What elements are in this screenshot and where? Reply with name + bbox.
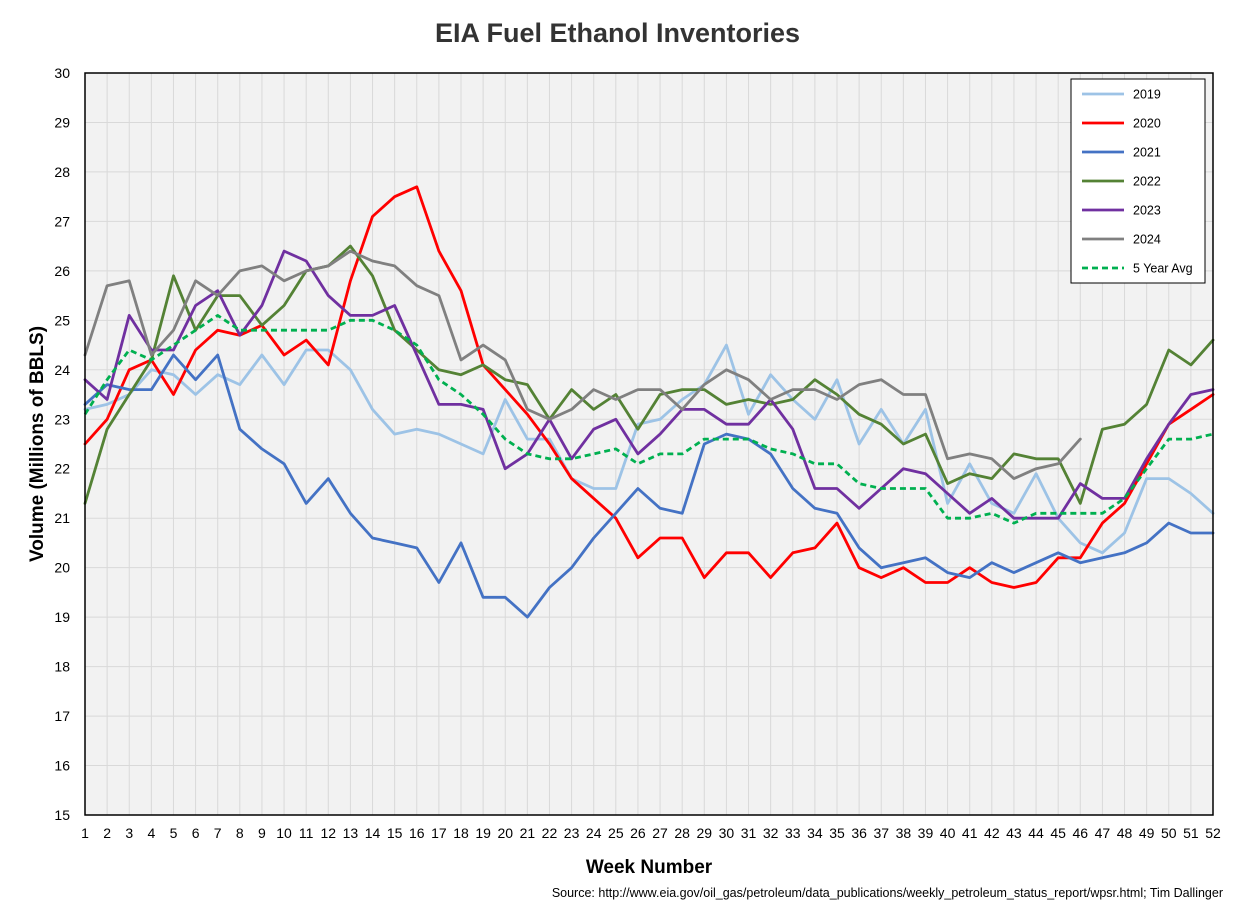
x-tick-label: 46 (1073, 825, 1089, 841)
series-line-6 (83, 314, 1214, 525)
y-tick-label: 25 (54, 312, 70, 328)
x-tick-label: 1 (81, 825, 89, 841)
x-tick-label: 14 (365, 825, 381, 841)
x-axis-title: Week Number (586, 857, 713, 878)
x-tick-label: 11 (299, 825, 314, 841)
x-tick-label: 10 (276, 825, 292, 841)
series-line-5 (83, 249, 1082, 480)
y-tick-label: 30 (54, 65, 70, 81)
legend-label-6: 5 Year Avg (1133, 262, 1193, 276)
y-tick-label: 20 (54, 560, 70, 576)
legend: 2019 2020 2021 2022 2023 2024 5 Year Avg (1070, 78, 1206, 284)
x-tick-label: 19 (475, 825, 491, 841)
legend-label-2: 2021 (1133, 146, 1161, 160)
y-tick-label: 27 (54, 213, 70, 229)
y-tick-label: 16 (54, 758, 70, 774)
x-tick-label: 4 (147, 825, 155, 841)
x-tick-label: 25 (608, 825, 624, 841)
x-tick-label: 36 (851, 825, 867, 841)
x-tick-label: 40 (940, 825, 956, 841)
x-axis-ticks: 1 2 3 4 5 6 7 8 9 10 11 12 13 14 15 16 17 18 19 20 21 22 23 24 2… (81, 825, 1221, 841)
x-tick-label: 24 (586, 825, 602, 841)
x-tick-label: 15 (387, 825, 403, 841)
y-tick-label: 17 (54, 708, 70, 724)
grid (85, 72, 1213, 816)
x-tick-label: 5 (170, 825, 178, 841)
x-tick-label: 17 (431, 825, 447, 841)
legend-label-4: 2023 (1133, 204, 1161, 218)
legend-label-1: 2020 (1133, 117, 1161, 131)
x-tick-label: 6 (192, 825, 200, 841)
plot-border (84, 72, 1214, 816)
x-tick-label: 45 (1050, 825, 1066, 841)
y-tick-label: 24 (54, 362, 70, 378)
legend-label-0: 2019 (1133, 88, 1161, 102)
x-tick-label: 21 (520, 825, 536, 841)
series-lines (83, 185, 1215, 619)
y-tick-label: 29 (54, 114, 70, 130)
x-tick-label: 50 (1161, 825, 1177, 841)
y-axis-ticks: 15 16 17 18 19 20 21 22 23 24 25 26 27 28 29 30 (54, 65, 70, 823)
x-tick-label: 44 (1028, 825, 1044, 841)
x-tick-label: 47 (1095, 825, 1111, 841)
x-tick-label: 51 (1183, 825, 1199, 841)
y-tick-label: 23 (54, 411, 70, 427)
x-tick-label: 3 (125, 825, 133, 841)
series-line-3 (83, 244, 1215, 505)
x-tick-label: 20 (497, 825, 513, 841)
x-tick-label: 39 (918, 825, 934, 841)
x-tick-label: 43 (1006, 825, 1022, 841)
y-tick-label: 22 (54, 461, 70, 477)
x-tick-label: 32 (763, 825, 779, 841)
x-tick-label: 9 (258, 825, 266, 841)
x-tick-label: 42 (984, 825, 1000, 841)
x-tick-label: 13 (343, 825, 359, 841)
chart-title: EIA Fuel Ethanol Inventories (434, 18, 801, 48)
x-tick-label: 37 (873, 825, 889, 841)
x-tick-label: 38 (896, 825, 912, 841)
source-note: Source: http://www.eia.gov/oil_gas/petro… (551, 886, 1223, 900)
y-tick-label: 26 (54, 263, 70, 279)
x-tick-label: 18 (453, 825, 469, 841)
x-tick-label: 26 (630, 825, 646, 841)
x-tick-label: 28 (674, 825, 690, 841)
x-tick-label: 2 (103, 825, 111, 841)
x-tick-label: 52 (1205, 825, 1221, 841)
y-tick-label: 19 (54, 609, 70, 625)
x-tick-label: 41 (962, 825, 978, 841)
legend-label-5: 2024 (1133, 233, 1161, 247)
x-tick-label: 33 (785, 825, 801, 841)
y-tick-label: 21 (54, 510, 70, 526)
x-tick-label: 27 (652, 825, 668, 841)
x-tick-label: 7 (214, 825, 222, 841)
x-tick-label: 31 (741, 825, 757, 841)
x-tick-label: 35 (829, 825, 845, 841)
y-tick-label: 28 (54, 164, 70, 180)
y-tick-label: 18 (54, 659, 70, 675)
x-tick-label: 29 (697, 825, 713, 841)
series-line-2 (83, 353, 1215, 619)
x-tick-label: 34 (807, 825, 823, 841)
x-tick-label: 12 (321, 825, 337, 841)
x-tick-label: 49 (1139, 825, 1155, 841)
x-tick-label: 16 (409, 825, 425, 841)
series-line-0 (83, 343, 1215, 555)
x-tick-label: 23 (564, 825, 580, 841)
x-tick-label: 8 (236, 825, 244, 841)
legend-label-3: 2022 (1133, 175, 1161, 189)
series-line-1 (83, 185, 1215, 589)
x-tick-label: 22 (542, 825, 558, 841)
x-tick-label: 30 (719, 825, 735, 841)
y-axis-title: Volume (Millions of BBLS) (27, 326, 48, 562)
y-tick-label: 15 (54, 807, 70, 823)
x-tick-label: 48 (1117, 825, 1133, 841)
